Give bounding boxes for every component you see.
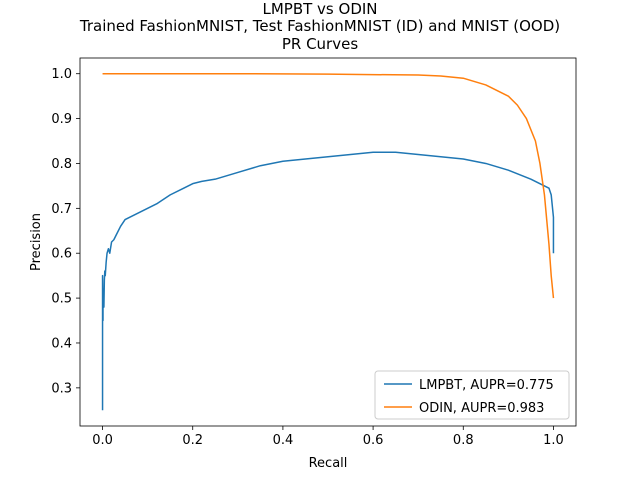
series-line-odin bbox=[102, 72, 555, 299]
y-tick-label: 0.7 bbox=[51, 202, 72, 217]
y-tick-label: 0.6 bbox=[51, 247, 72, 262]
plot-frame bbox=[79, 57, 577, 427]
y-axis: 0.3 0.4 0.5 0.6 0.7 0.8 0.9 1.0 bbox=[51, 67, 80, 396]
x-tick-label: 0.2 bbox=[182, 433, 203, 448]
x-tick-label: 0.8 bbox=[453, 433, 474, 448]
y-tick-label: 1.0 bbox=[51, 67, 72, 82]
x-axis-label: Recall bbox=[309, 456, 348, 471]
x-tick-label: 0.4 bbox=[273, 433, 294, 448]
x-tick-label: 1.0 bbox=[543, 433, 564, 448]
legend-label-odin: ODIN, AUPR=0.983 bbox=[419, 401, 544, 416]
legend-label-lmpbt: LMPBT, AUPR=0.775 bbox=[419, 378, 554, 393]
chart-title-line-3: PR Curves bbox=[282, 35, 358, 53]
series-layer bbox=[101, 72, 555, 411]
chart-title-line-2: Trained FashionMNIST, Test FashionMNIST … bbox=[79, 17, 560, 35]
plot-area bbox=[80, 58, 576, 426]
chart-title: LMPBT vs ODIN Trained FashionMNIST, Test… bbox=[79, 0, 560, 53]
chart-title-line-1: LMPBT vs ODIN bbox=[262, 0, 377, 18]
series-line-lmpbt bbox=[101, 151, 555, 411]
y-tick-label: 0.8 bbox=[51, 157, 72, 172]
y-tick-label: 0.5 bbox=[51, 292, 72, 307]
x-tick-label: 0.6 bbox=[363, 433, 384, 448]
legend-box bbox=[374, 370, 570, 420]
x-axis: 0.0 0.2 0.4 0.6 0.8 1.0 bbox=[92, 426, 564, 448]
y-tick-label: 0.3 bbox=[51, 381, 72, 396]
y-tick-label: 0.4 bbox=[51, 336, 72, 351]
y-tick-label: 0.9 bbox=[51, 112, 72, 127]
y-axis-label: Precision bbox=[29, 213, 44, 271]
x-tick-label: 0.0 bbox=[92, 433, 113, 448]
legend: LMPBT, AUPR=0.775 ODIN, AUPR=0.983 bbox=[374, 370, 570, 420]
